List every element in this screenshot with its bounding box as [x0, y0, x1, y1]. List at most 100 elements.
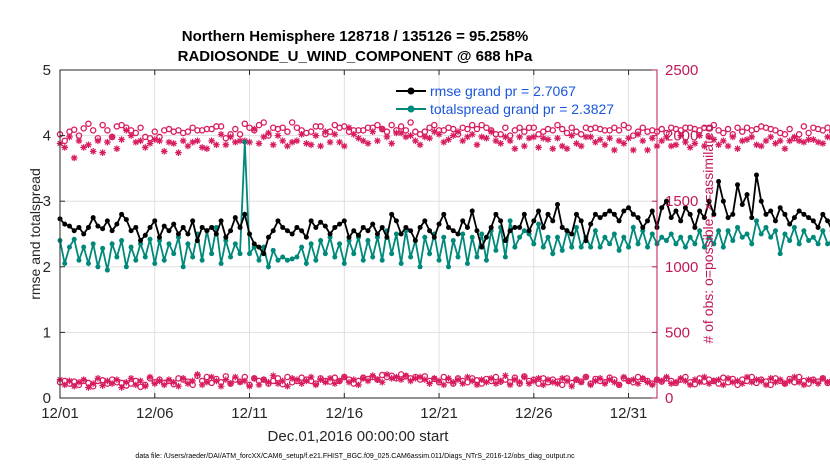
obs-assimilated-low-marker: [151, 380, 159, 387]
chart-title-line-2: RADIOSONDE_U_WIND_COMPONENT @ 688 hPa: [178, 48, 533, 65]
rmse-point: [749, 215, 755, 221]
spread-point: [555, 234, 560, 240]
rmse-point: [133, 224, 139, 230]
spread-point: [81, 244, 87, 250]
obs-possible-marker: [724, 125, 732, 133]
spread-point: [663, 238, 669, 244]
obs-assimilated-marker: [217, 130, 225, 138]
rmse-point: [564, 228, 570, 234]
rmse-point: [735, 182, 741, 188]
spread-point: [711, 241, 717, 247]
obs-assimilated-marker: [468, 130, 476, 138]
rmse-point: [379, 224, 385, 230]
rmse-point: [744, 192, 750, 198]
rmse-point: [782, 211, 788, 217]
rmse-point: [194, 238, 200, 244]
rmse-point: [521, 211, 527, 217]
obs-assimilated-marker: [805, 136, 812, 143]
spread-point: [119, 238, 125, 244]
obs-assimilated-marker: [250, 125, 258, 133]
obs-assimilated-marker: [454, 128, 462, 135]
obs-assimilated-low-marker: [587, 381, 594, 389]
rmse-point: [398, 231, 404, 237]
obs-assimilated-low-marker: [369, 372, 377, 379]
obs-assimilated-marker: [539, 134, 547, 142]
spread-point: [303, 261, 309, 267]
obs-assimilated-marker: [558, 142, 566, 150]
spread-point: [332, 254, 338, 260]
spread-point: [128, 244, 134, 250]
obs-possible-marker: [431, 121, 438, 129]
rmse-point: [66, 223, 72, 229]
rmse-point: [469, 208, 475, 214]
obs-possible-marker: [521, 128, 528, 135]
obs-assimilated-marker: [729, 133, 737, 141]
spread-point: [815, 241, 821, 247]
obs-assimilated-low-marker: [75, 378, 83, 386]
obs-assimilated-marker: [179, 137, 187, 145]
obs-possible-marker: [615, 127, 623, 134]
obs-assimilated-marker: [198, 144, 206, 151]
obs-assimilated-marker: [464, 133, 471, 141]
obs-assimilated-low-marker: [236, 378, 244, 386]
legend-rmse-label: rmse grand pr = 2.7067: [430, 83, 576, 99]
rmse-point: [455, 231, 461, 237]
obs-possible-marker: [606, 127, 613, 134]
obs-assimilated-marker: [449, 132, 457, 139]
rmse-point: [284, 228, 290, 234]
obs-possible-marker: [151, 128, 159, 135]
spread-point: [100, 245, 106, 251]
obs-assimilated-marker: [568, 132, 576, 139]
spread-point: [536, 221, 542, 227]
obs-assimilated-marker: [511, 145, 519, 153]
obs-assimilated-marker: [502, 133, 509, 141]
obs-possible-marker: [208, 125, 215, 133]
spread-point: [299, 244, 305, 250]
spread-point: [621, 234, 627, 240]
rmse-point: [161, 223, 167, 229]
spread-point: [422, 234, 428, 240]
spread-point: [90, 241, 96, 247]
obs-possible-marker: [61, 137, 68, 145]
obs-assimilated-marker: [99, 149, 106, 156]
obs-assimilated-marker: [407, 132, 414, 139]
spread-point: [763, 224, 769, 230]
obs-assimilated-low-marker: [663, 373, 670, 381]
obs-possible-marker: [483, 124, 490, 131]
obs-assimilated-low-marker: [336, 377, 343, 385]
spread-point: [483, 257, 489, 263]
obs-assimilated-low-marker: [530, 377, 538, 385]
rmse-point: [119, 211, 125, 217]
rmse-point: [777, 205, 783, 211]
obs-assimilated-marker: [696, 132, 703, 139]
obs-assimilated-low-marker: [805, 376, 812, 383]
obs-possible-marker: [563, 129, 571, 137]
obs-assimilated-low-marker: [175, 382, 182, 390]
obs-possible-marker: [625, 124, 632, 131]
obs-assimilated-marker: [682, 138, 689, 146]
obs-assimilated-marker: [781, 145, 789, 153]
spread-point: [725, 228, 731, 234]
obs-possible-marker: [397, 123, 405, 130]
obs-assimilated-marker: [416, 141, 424, 149]
right-y-axis-ticks: 0 500 1000 1500 2000 2500: [652, 62, 698, 407]
obs-assimilated-low-marker: [326, 375, 334, 382]
spread-point: [76, 257, 82, 263]
rmse-point: [640, 224, 646, 230]
spread-point: [322, 251, 328, 257]
obs-assimilated-marker: [141, 144, 149, 151]
rmse-point: [308, 218, 314, 224]
spread-point: [801, 228, 807, 234]
rmse-point: [754, 172, 759, 178]
rmse-point: [526, 228, 532, 234]
obs-assimilated-low-marker: [606, 376, 613, 383]
rmse-point: [810, 218, 816, 224]
rmse-point: [384, 234, 390, 240]
obs-assimilated-marker: [194, 137, 201, 145]
x-tick-label: 12/21: [420, 405, 458, 422]
obs-assimilated-marker: [625, 134, 632, 142]
rmse-point: [659, 205, 665, 211]
data-file-footer: data file: /Users/raeder/DAI/ATM_forcXX/…: [135, 453, 575, 460]
spread-point: [455, 254, 461, 260]
